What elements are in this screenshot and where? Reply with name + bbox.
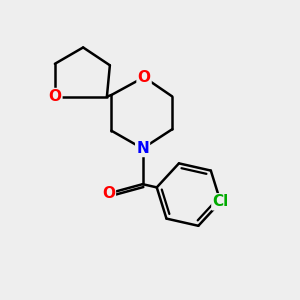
Text: N: N	[136, 141, 149, 156]
Text: Cl: Cl	[212, 194, 229, 209]
Text: O: O	[138, 70, 151, 85]
Text: O: O	[48, 89, 62, 104]
Text: O: O	[102, 186, 115, 201]
